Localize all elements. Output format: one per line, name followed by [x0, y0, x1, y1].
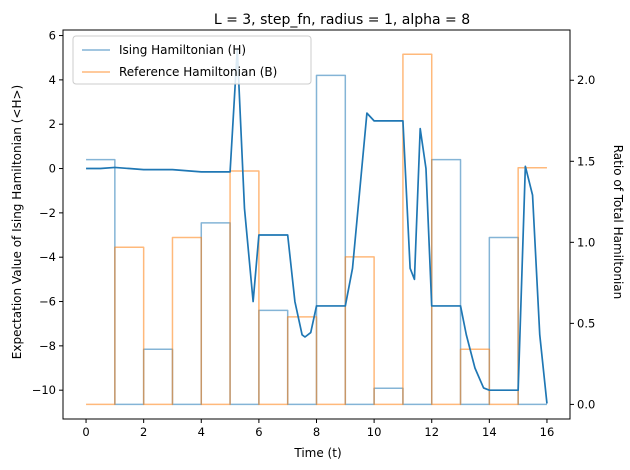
y-right-tick-label: 2.0	[577, 73, 595, 87]
y-left-tick-label: −10	[32, 383, 56, 397]
x-tick-label: 8	[313, 425, 320, 439]
x-tick-label: 14	[482, 425, 497, 439]
y-right-tick-label: 0.0	[577, 397, 595, 411]
x-tick-label: 4	[198, 425, 205, 439]
x-tick-label: 2	[140, 425, 147, 439]
legend: Ising Hamiltonian (H) Reference Hamilton…	[72, 35, 312, 85]
y-left-tick-label: −6	[39, 295, 56, 309]
y-left-tick-label: −2	[39, 206, 56, 220]
legend-label-reference: Reference Hamiltonian (B)	[119, 65, 277, 79]
legend-box	[72, 35, 312, 85]
series-expectation-line	[86, 47, 548, 404]
chart-title: L = 3, step_fn, radius = 1, alpha = 8	[214, 12, 470, 28]
y-left-tick-label: 6	[49, 29, 56, 43]
y-axis-label-right: Ratio of Total Hamiltonian	[611, 145, 625, 300]
y-left-tick-label: 2	[49, 117, 56, 131]
plot-marks	[86, 47, 548, 406]
x-tick-label: 0	[82, 425, 89, 439]
y-left-tick-label: 0	[49, 162, 56, 176]
ticks: 0 2 4 6 8 10 12 14 16 −10 −8 −6 −4 −2 0 2 4 6 0.0 0.5 1.0 1.5…	[32, 29, 596, 439]
y-left-tick-label: −4	[39, 250, 56, 264]
x-tick-label: 16	[540, 425, 555, 439]
x-tick-label: 12	[424, 425, 439, 439]
x-tick-label: 6	[255, 425, 262, 439]
series-reference-step	[86, 53, 547, 406]
x-axis-label: Time (t)	[293, 446, 341, 460]
x-tick-label: 10	[367, 425, 382, 439]
y-right-tick-label: 1.0	[577, 235, 595, 249]
legend-label-ising: Ising Hamiltonian (H)	[119, 43, 246, 57]
y-right-tick-label: 0.5	[577, 316, 595, 330]
y-left-tick-label: 4	[49, 73, 56, 87]
y-axis-label-left: Expectation Value of Ising Hamiltonian (…	[10, 85, 24, 359]
y-right-tick-label: 1.5	[577, 154, 595, 168]
y-left-tick-label: −8	[39, 339, 56, 353]
